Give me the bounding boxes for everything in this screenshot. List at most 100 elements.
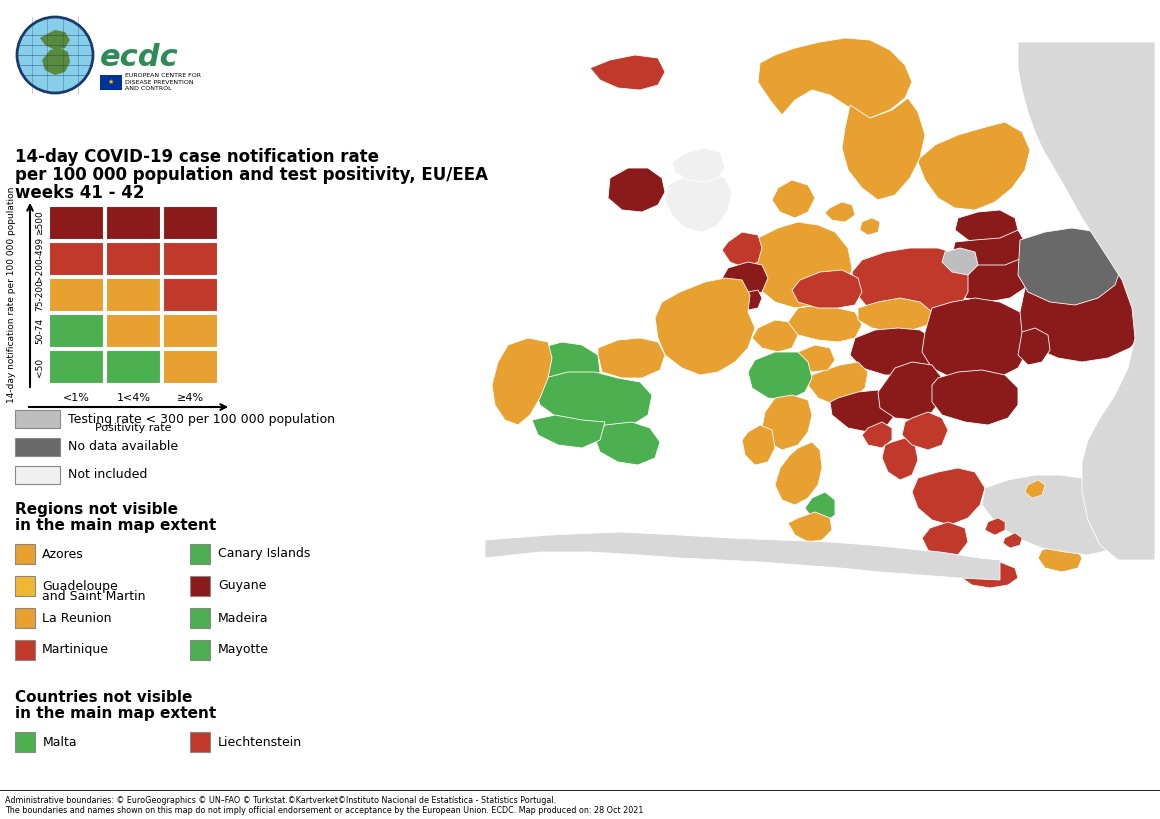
Text: The boundaries and names shown on this map do not imply official endorsement or : The boundaries and names shown on this m… [5,806,644,815]
Bar [106,242,161,276]
Polygon shape [720,262,768,298]
Polygon shape [809,362,868,405]
Polygon shape [722,232,762,268]
Polygon shape [757,38,912,118]
Text: Countries not visible: Countries not visible [15,690,193,705]
Text: Regions not visible: Regions not visible [15,502,177,517]
Polygon shape [825,202,855,222]
Bar [106,278,161,312]
Text: Testing rate < 300 per 100 000 population: Testing rate < 300 per 100 000 populatio… [68,413,335,426]
Polygon shape [748,352,812,400]
Text: in the main map extent: in the main map extent [15,706,216,721]
Text: Not included: Not included [68,468,147,482]
Polygon shape [1020,270,1152,362]
Polygon shape [775,442,822,505]
Polygon shape [773,180,815,218]
Polygon shape [42,48,70,75]
Polygon shape [985,518,1005,535]
Bar [106,206,161,240]
Bar [164,278,218,312]
Polygon shape [952,230,1025,270]
Text: >200-499: >200-499 [35,237,44,282]
Polygon shape [492,338,552,425]
Bar [15,640,35,660]
Polygon shape [672,148,725,182]
Polygon shape [850,328,938,375]
Bar [164,350,218,384]
Polygon shape [742,290,762,310]
Polygon shape [742,425,775,465]
Bar [15,576,35,596]
Text: Martinique: Martinique [42,644,109,657]
Polygon shape [1003,533,1022,548]
Polygon shape [805,492,835,522]
Bar [49,314,104,348]
Polygon shape [922,522,967,558]
Polygon shape [1018,42,1155,560]
Polygon shape [831,390,896,432]
Polygon shape [955,210,1018,245]
Polygon shape [748,222,851,308]
Circle shape [17,17,93,93]
Text: La Reunion: La Reunion [42,612,111,625]
Text: Azores: Azores [42,547,84,560]
Bar [49,242,104,276]
Bar [164,206,218,240]
Bar [190,640,210,660]
Polygon shape [599,338,665,378]
Text: and Saint Martin: and Saint Martin [42,590,145,603]
Polygon shape [1038,545,1082,572]
Polygon shape [535,372,652,428]
Bar [15,544,35,564]
Polygon shape [762,395,812,450]
Text: ecdc: ecdc [100,43,179,73]
Polygon shape [788,305,862,342]
Bar [190,544,210,564]
Bar [164,314,218,348]
Polygon shape [862,422,892,448]
Text: Liechtenstein: Liechtenstein [218,735,302,749]
Bar [100,75,122,90]
Polygon shape [950,258,1028,302]
Text: Guadeloupe: Guadeloupe [42,580,118,593]
Text: Malta: Malta [43,735,78,749]
Text: in the main map extent: in the main map extent [15,518,216,533]
Polygon shape [532,415,606,448]
Bar [49,278,104,312]
Bar [0,0,383,819]
Polygon shape [1025,480,1045,498]
Text: Positivity rate: Positivity rate [95,423,172,433]
Polygon shape [485,532,1000,580]
Text: weeks 41 - 42: weeks 41 - 42 [15,184,145,202]
Text: EUROPEAN CENTRE FOR
DISEASE PREVENTION
AND CONTROL: EUROPEAN CENTRE FOR DISEASE PREVENTION A… [125,73,201,91]
Polygon shape [608,168,665,212]
Text: 14-day notification rate per 100 000 population: 14-day notification rate per 100 000 pop… [7,187,16,403]
Polygon shape [595,422,660,465]
Text: 75-200: 75-200 [35,279,44,311]
Text: Mayotte: Mayotte [218,644,269,657]
Text: per 100 000 population and test positivity, EU/EEA: per 100 000 population and test positivi… [15,166,488,184]
Text: Canary Islands: Canary Islands [218,547,311,560]
Polygon shape [962,562,1018,588]
Text: ★: ★ [108,79,114,85]
Polygon shape [922,298,1030,382]
Bar [15,410,60,428]
Polygon shape [788,512,832,542]
Polygon shape [858,298,931,332]
Text: <1%: <1% [63,393,90,403]
Bar [15,466,60,484]
Polygon shape [655,278,755,375]
Polygon shape [1018,228,1122,305]
Bar [15,608,35,628]
Text: Guyane: Guyane [218,580,267,592]
Bar [15,732,35,752]
Bar [106,314,161,348]
Polygon shape [842,98,925,200]
Bar [190,576,210,596]
Polygon shape [931,370,1018,425]
Text: ≥500: ≥500 [35,210,44,235]
Bar [385,18,1155,790]
Polygon shape [1018,328,1050,365]
Polygon shape [942,248,978,275]
Bar [190,732,210,752]
